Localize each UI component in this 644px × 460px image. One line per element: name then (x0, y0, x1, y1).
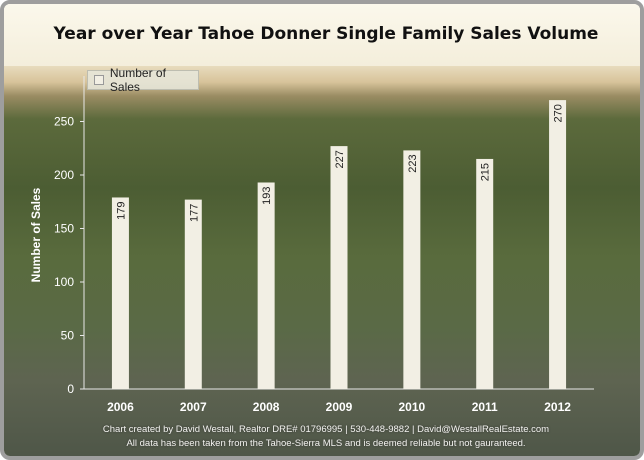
bar-2010 (403, 150, 421, 389)
y-axis-title: Number of Sales (29, 187, 43, 282)
data-label-2008: 193 (261, 186, 273, 204)
y-tick-label: 200 (54, 168, 74, 182)
y-tick-label: 0 (67, 382, 74, 396)
bar-2008 (257, 182, 275, 389)
x-tick-label: 2012 (544, 400, 571, 414)
y-tick-label: 150 (54, 222, 74, 236)
x-tick-label: 2009 (326, 400, 353, 414)
data-label-2009: 227 (334, 150, 346, 168)
bar-2011 (476, 158, 494, 389)
x-tick-label: 2011 (472, 400, 498, 414)
bar-2006 (111, 197, 129, 389)
x-tick-label: 2010 (399, 400, 426, 414)
bar-2009 (330, 146, 348, 389)
legend: Number of Sales (87, 66, 199, 94)
y-tick-label: 50 (61, 329, 75, 343)
bar-chart: 0 50 100 150 200 250 179 2006 177 2007 193 2008 227… (29, 76, 594, 414)
bar-2012 (549, 100, 567, 389)
data-label-2012: 270 (553, 104, 565, 122)
x-tick-label: 2008 (253, 400, 280, 414)
legend-label: Number of Sales (109, 66, 166, 94)
data-label-2007: 177 (188, 204, 200, 222)
credit-line-2: All data has been taken from the Tahoe-S… (126, 438, 526, 449)
data-label-2011: 215 (480, 163, 492, 181)
bar-2007 (184, 199, 202, 389)
data-label-2006: 179 (115, 201, 127, 219)
chart-title: Year over Year Tahoe Donner Single Famil… (53, 24, 599, 44)
y-tick-label: 250 (54, 115, 74, 129)
credit-line-1: Chart created by David Westall, Realtor … (102, 424, 550, 435)
x-tick-label: 2006 (107, 400, 134, 414)
title-strip (4, 4, 640, 66)
x-tick-label: 2007 (180, 400, 207, 414)
data-label-2010: 223 (407, 154, 419, 172)
y-tick-label: 100 (54, 275, 74, 289)
legend-swatch (94, 75, 104, 85)
